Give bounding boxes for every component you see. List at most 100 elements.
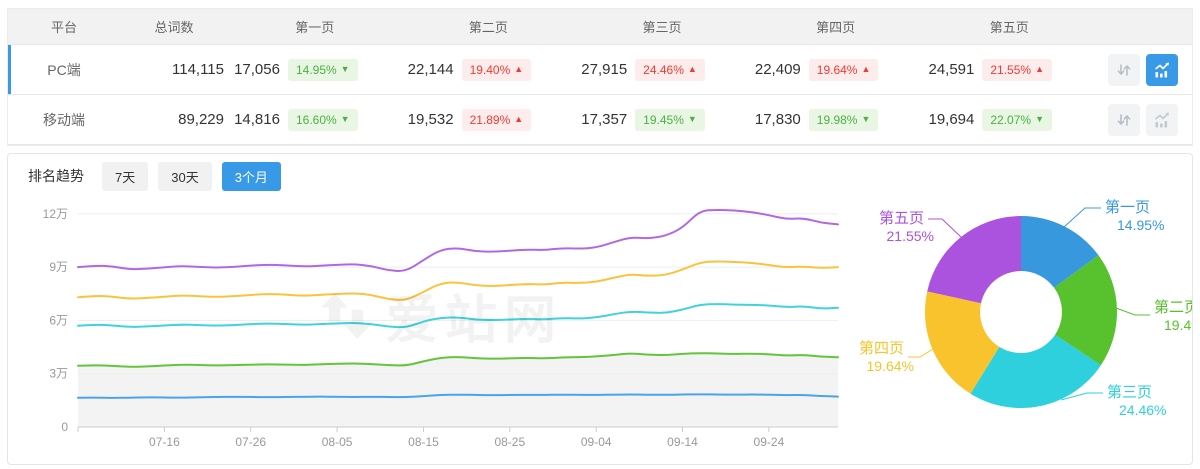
y-axis-tick-label: 3万 bbox=[49, 367, 68, 381]
col-header-page3: 第三页 bbox=[642, 20, 682, 35]
sort-compare-button[interactable] bbox=[1108, 103, 1140, 136]
tab-30-days[interactable]: 30天 bbox=[158, 161, 212, 191]
page4-cell: 17,830 19.98% ▼ bbox=[749, 108, 923, 131]
page4-cell: 22,409 19.64% ▲ bbox=[749, 58, 923, 81]
change-pct: 14.95% bbox=[295, 62, 337, 77]
page5-count: 19,694 bbox=[928, 111, 975, 128]
change-pct: 22.07% bbox=[990, 112, 1032, 127]
platform-label: PC端 bbox=[47, 61, 81, 78]
label-leader-line bbox=[928, 218, 962, 238]
col-header-page1: 第一页 bbox=[295, 20, 335, 35]
area-fill bbox=[78, 353, 838, 427]
trend-arrow-icon: ▲ bbox=[687, 64, 697, 74]
col-header-page4: 第四页 bbox=[816, 20, 856, 35]
page3-cell: 27,915 24.46% ▲ bbox=[575, 58, 749, 81]
label-leader-line bbox=[908, 348, 934, 358]
table-row-mobile[interactable]: 移动端 89,229 14,816 16.60% ▼ 19,532 21.89% ▲… bbox=[8, 95, 1192, 145]
sort-arrows-icon bbox=[1117, 63, 1131, 76]
chart-icon bbox=[1155, 112, 1169, 127]
page1-cell: 14,816 16.60% ▼ bbox=[228, 108, 402, 131]
row-actions bbox=[1096, 103, 1192, 136]
change-badge: 21.89% ▲ bbox=[461, 108, 532, 131]
change-badge: 21.55% ▲ bbox=[982, 58, 1052, 81]
change-pct: 21.89% bbox=[469, 112, 511, 127]
row-actions bbox=[1096, 53, 1192, 86]
total-words-value: 89,229 bbox=[178, 111, 224, 128]
x-axis-tick-label: 07-26 bbox=[235, 435, 266, 449]
trend-arrow-icon: ▲ bbox=[861, 64, 871, 74]
trend-line-第二页 bbox=[77, 352, 839, 368]
change-badge: 19.98% ▼ bbox=[808, 108, 879, 131]
change-badge: 16.60% ▼ bbox=[287, 108, 358, 131]
change-badge: 19.40% ▲ bbox=[461, 58, 532, 81]
change-pct: 24.46% bbox=[643, 62, 684, 77]
donut-label-pct: 24.46% bbox=[1119, 402, 1166, 418]
rank-table: 平台 总词数 第一页 第二页 第三页 第四页 第五页 PC端 114,115 1… bbox=[7, 8, 1193, 146]
trend-arrow-icon: ▼ bbox=[861, 114, 871, 124]
trend-line-第五页 bbox=[77, 209, 839, 273]
trend-chart-button[interactable] bbox=[1146, 53, 1178, 86]
x-axis-tick-label: 09-24 bbox=[754, 435, 785, 449]
change-pct: 16.60% bbox=[295, 112, 337, 127]
page5-cell: 19,694 22.07% ▼ bbox=[922, 108, 1096, 131]
chart-row: 爱站网 0 3万 6万 9万 12万 07-16 07-26 08-05 08-15 08-25 0… bbox=[8, 196, 1192, 458]
page3-cell: 17,357 19.45% ▼ bbox=[575, 108, 749, 131]
x-axis-tick-label: 08-15 bbox=[408, 435, 439, 449]
col-header-platform: 平台 bbox=[50, 20, 77, 35]
trend-card: 排名趋势 7天 30天 3个月 爱站网 0 3万 6万 9万 12万 07-16 07-26… bbox=[7, 153, 1193, 465]
table-row-pc[interactable]: PC端 114,115 17,056 14.95% ▼ 22,144 19.40%… bbox=[8, 45, 1192, 95]
tab-3-months[interactable]: 3个月 bbox=[221, 161, 281, 191]
label-leader-line bbox=[1060, 392, 1103, 401]
page4-count: 22,409 bbox=[754, 61, 801, 78]
donut-slice-第四页[interactable] bbox=[924, 291, 1000, 394]
tab-7-days[interactable]: 7天 bbox=[102, 161, 149, 191]
trend-line-第三页 bbox=[77, 303, 839, 329]
donut-label-pct: 14.95% bbox=[1117, 217, 1164, 233]
page1-count: 14,816 bbox=[234, 111, 280, 128]
label-leader-line bbox=[1115, 307, 1150, 316]
change-badge: 22.07% ▼ bbox=[982, 108, 1052, 131]
trend-section-title: 排名趋势 bbox=[28, 168, 84, 184]
page4-count: 17,830 bbox=[754, 111, 801, 128]
x-axis-tick-label: 09-04 bbox=[581, 435, 612, 449]
trend-line-第一页 bbox=[77, 393, 839, 399]
trend-arrow-icon: ▲ bbox=[514, 114, 524, 124]
change-pct: 19.64% bbox=[816, 62, 858, 77]
page3-count: 27,915 bbox=[581, 61, 628, 78]
page5-cell: 24,591 21.55% ▲ bbox=[922, 58, 1096, 81]
change-badge: 19.64% ▲ bbox=[808, 58, 879, 81]
table-header-row: 平台 总词数 第一页 第二页 第三页 第四页 第五页 bbox=[8, 9, 1192, 45]
change-badge: 19.45% ▼ bbox=[635, 108, 705, 131]
donut-slice-第二页[interactable] bbox=[1054, 255, 1118, 366]
donut-label-pct: 21.55% bbox=[887, 228, 934, 244]
change-badge: 24.46% ▲ bbox=[635, 58, 705, 81]
trend-arrow-icon: ▼ bbox=[687, 114, 697, 124]
page1-count: 17,056 bbox=[234, 61, 280, 78]
trend-line-chart: 爱站网 0 3万 6万 9万 12万 07-16 07-26 08-05 08-15 08-25 0… bbox=[8, 196, 853, 458]
page2-count: 22,144 bbox=[407, 61, 454, 78]
trend-arrow-icon: ▲ bbox=[1035, 64, 1044, 74]
donut-label-name: 第一页 bbox=[1105, 198, 1150, 216]
page3-count: 17,357 bbox=[581, 111, 628, 128]
donut-label-pct: 19.4% bbox=[1164, 317, 1193, 333]
trend-header: 排名趋势 7天 30天 3个月 bbox=[8, 154, 1192, 196]
x-axis-tick-label: 07-16 bbox=[149, 435, 180, 449]
page2-count: 19,532 bbox=[407, 111, 454, 128]
x-axis-tick-label: 09-14 bbox=[667, 435, 698, 449]
sort-compare-button[interactable] bbox=[1108, 53, 1140, 86]
page2-cell: 22,144 19.40% ▲ bbox=[402, 58, 576, 81]
donut-slice-第五页[interactable] bbox=[927, 215, 1021, 304]
donut-slice-第一页[interactable] bbox=[1021, 216, 1099, 288]
x-axis-tick-label: 08-25 bbox=[494, 435, 525, 449]
donut-label-name: 第二页 bbox=[1154, 298, 1193, 316]
donut-label-name: 第五页 bbox=[879, 209, 924, 227]
donut-slice-第三页[interactable] bbox=[970, 334, 1101, 409]
col-header-page2: 第二页 bbox=[468, 20, 508, 35]
donut-label-name: 第四页 bbox=[859, 339, 904, 357]
trend-chart-button[interactable] bbox=[1146, 103, 1178, 136]
trend-line-第四页 bbox=[77, 260, 839, 301]
page2-cell: 19,532 21.89% ▲ bbox=[402, 108, 576, 131]
y-axis-tick-label: 9万 bbox=[49, 260, 68, 274]
